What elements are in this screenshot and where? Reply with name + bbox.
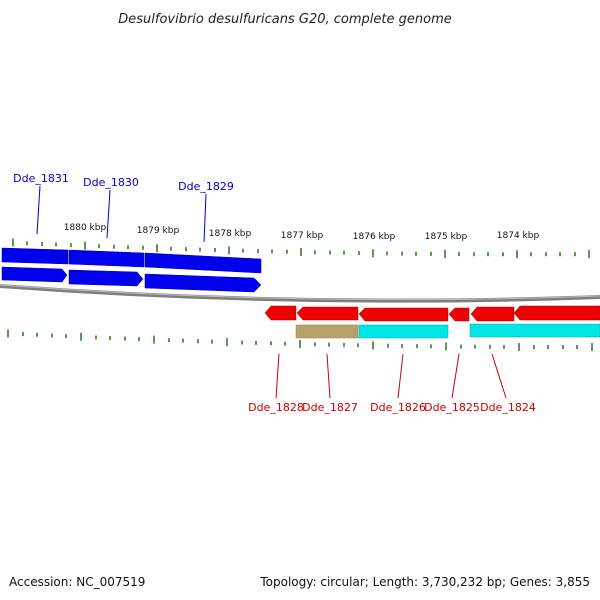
leader-line-dde-1831 <box>36 185 41 235</box>
leader-line-dde-1827 <box>326 353 331 399</box>
leader-line-dde-1826 <box>397 353 404 399</box>
forward-strand-genes <box>1 247 262 293</box>
gene-dde-1829-arrow[interactable] <box>144 273 262 293</box>
gene-dde-1824-arrow-b[interactable] <box>513 305 600 321</box>
gene-dde-1827-arrow[interactable] <box>296 306 359 321</box>
leader-line-dde-1824 <box>491 353 507 399</box>
gene-label-dde-1824[interactable]: Dde_1824 <box>480 401 536 414</box>
map-title: Desulfovibrio desulfuricans G20, complet… <box>118 12 452 27</box>
leader-line-dde-1828 <box>275 353 280 399</box>
genome-summary-text: Topology: circular; Length: 3,730,232 bp… <box>259 575 590 589</box>
gene-dde-1831-arrow[interactable] <box>1 266 68 283</box>
gene-dde-1825-arrow[interactable] <box>448 307 470 322</box>
gene-label-dde-1831[interactable]: Dde_1831 <box>13 172 69 185</box>
gene-label-dde-1828[interactable]: Dde_1828 <box>248 401 304 414</box>
gene-dde-1826-arrow[interactable] <box>358 307 449 322</box>
cds-features <box>295 323 600 339</box>
kbp-label-1880: 1880 kbp <box>64 223 107 233</box>
forward-gene-labels: Dde_1831 Dde_1830 Dde_1829 <box>13 172 234 243</box>
gene-dde-1830-arrow[interactable] <box>68 269 144 287</box>
kbp-labels: 1880 kbp 1879 kbp 1878 kbp 1877 kbp 1876… <box>64 223 540 242</box>
kbp-label-1875: 1875 kbp <box>425 232 468 242</box>
gene-label-dde-1825[interactable]: Dde_1825 <box>424 401 480 414</box>
gene-label-dde-1829[interactable]: Dde_1829 <box>178 180 234 193</box>
cds-dde-1826[interactable] <box>358 324 449 339</box>
cds-dde-1824[interactable] <box>469 323 600 338</box>
gene-label-dde-1827[interactable]: Dde_1827 <box>302 401 358 414</box>
gene-dde-1831-bar[interactable] <box>1 247 69 265</box>
kbp-label-1876: 1876 kbp <box>353 232 396 242</box>
reverse-strand-genes <box>264 305 600 322</box>
leader-line-dde-1825 <box>451 353 460 399</box>
kbp-label-1877: 1877 kbp <box>281 231 324 241</box>
gene-dde-1828-arrow[interactable] <box>264 305 297 321</box>
gene-dde-1830-bar[interactable] <box>68 249 145 268</box>
tick-marks-top <box>12 238 590 259</box>
gene-dde-1824-arrow-a[interactable] <box>470 306 515 322</box>
kbp-label-1874: 1874 kbp <box>497 231 540 241</box>
kbp-label-1878: 1878 kbp <box>209 229 252 239</box>
kbp-label-1879: 1879 kbp <box>137 226 180 236</box>
genome-backbone-highlight <box>0 284 600 301</box>
leader-line-dde-1829 <box>203 193 207 243</box>
accession-text: Accession: NC_007519 <box>9 575 145 589</box>
gene-dde-1829-bar[interactable] <box>144 252 262 274</box>
genome-backbone <box>0 284 600 303</box>
gene-label-dde-1830[interactable]: Dde_1830 <box>83 176 139 189</box>
tick-marks-bottom <box>7 329 593 352</box>
gene-label-dde-1826[interactable]: Dde_1826 <box>370 401 426 414</box>
cds-dde-1827[interactable] <box>295 324 359 339</box>
leader-line-dde-1830 <box>106 189 111 239</box>
reverse-gene-labels: Dde_1828 Dde_1827 Dde_1826 Dde_1825 Dde_… <box>248 353 536 414</box>
